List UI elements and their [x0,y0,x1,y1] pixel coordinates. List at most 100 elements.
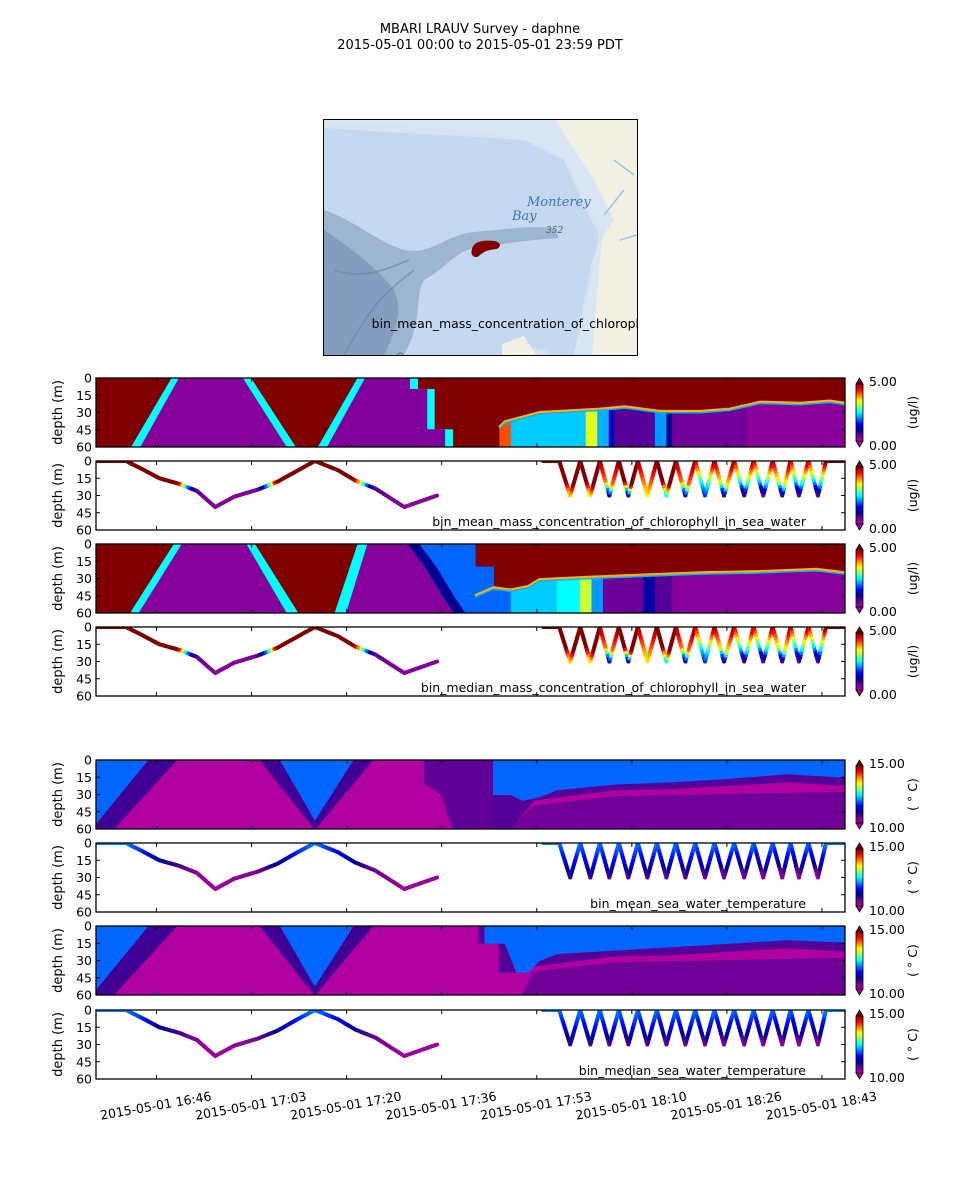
plot-area [96,760,845,829]
y-tick-label: 15 [76,554,92,569]
heatmap-region [279,760,354,821]
colorbar-min-label: 10.00 [869,1070,905,1085]
y-tick-label: 15 [76,388,92,403]
colorbar-min-label: 10.00 [869,820,905,835]
y-tick-label: 0 [84,371,92,386]
plot-area [96,378,845,447]
colorbar-min-label: 0.00 [869,604,897,619]
map-depth-label: 352 [546,226,563,236]
track-background [96,627,845,696]
y-tick-label: 0 [84,620,92,635]
heatmap-region [346,544,454,613]
plot-area [96,926,845,995]
colorbar-gradient-bar [855,383,864,442]
canyon-deep [324,230,399,355]
track-background [96,843,845,912]
track-segment [432,659,440,665]
colorbar-min-label: 0.00 [869,521,897,536]
colorbar-min-label: 10.00 [869,903,905,918]
colorbar: 15.00 10.00( ° C) [855,839,920,918]
panel-label: bin_median_sea_water_temperature [579,1063,807,1078]
y-tick-label: 30 [76,488,92,503]
map-label-bay: Bay [511,209,537,224]
heatmap-strip [579,569,593,613]
y-tick-label: 15 [76,1020,92,1035]
y-tick-label: 60 [76,1072,92,1087]
y-tick-label: 45 [76,588,92,603]
track-background [96,461,845,530]
colorbar-gradient-bar [855,931,864,990]
y-tick-label: 0 [84,919,92,934]
colorbar-max-label: 15.00 [869,1006,905,1021]
y-tick-label: 45 [76,671,92,686]
y-tick-label: 15 [76,637,92,652]
panel-2-track-chl: bin_mean_mass_concentration_of_chlorophy… [51,454,920,538]
y-tick-label: 45 [76,804,92,819]
colorbar-extend-min [855,822,864,830]
y-tick-label: 0 [84,836,92,851]
colorbar-gradient-bar [855,765,864,824]
layer-boundary-edge [474,567,845,598]
y-tick-label: 45 [76,505,92,520]
colorbar-extend-max [855,377,864,385]
colorbar-unit-label: (ug/l) [905,396,920,429]
figure-title: MBARI LRAUV Survey - daphne [379,22,581,37]
heatmap-region [510,791,845,829]
y-tick-label: 30 [76,953,92,968]
survey-map: Monterey Bay 352 Ca bin_mean_mass_concen… [323,119,638,356]
colorbar-extend-min [855,606,864,614]
colorbar-max-label: 15.00 [869,839,905,854]
y-axis-label: depth (m) [51,928,66,993]
land-south [502,336,536,355]
y-tick-label: 30 [76,654,92,669]
track-background [96,1010,845,1079]
track-segment [432,493,440,499]
map-image: Monterey Bay 352 Ca [324,120,637,355]
colorbar-min-label: 0.00 [869,438,897,453]
colorbar-gradient-bar [855,549,864,608]
panel-label: bin_median_mass_concentration_of_chlorop… [421,680,807,695]
heatmap-region [484,926,845,973]
y-tick-label: 60 [76,523,92,538]
plot-area [96,461,845,530]
colorbar-extend-max [855,1009,864,1017]
colorbar-extend-min [855,905,864,913]
land [556,120,637,355]
plot-area [96,544,845,613]
colorbar-extend-max [855,925,864,933]
heatmap-strip [672,569,845,613]
plot-area [96,843,845,912]
heatmap-region [327,378,446,447]
panel-8-track-temp: bin_median_sea_water_temperature 0 15 30 45 6… [51,1003,920,1087]
panel-3-heatmap-chl: 0 15 30 45 60 depth (m) 5.00 0.00 (ug/l) [51,537,920,621]
colorbar: 5.00 0.00 (ug/l) [855,457,920,536]
y-tick-label: 60 [76,606,92,621]
colorbar-gradient-bar [855,632,864,691]
colorbar-min-label: 0.00 [869,687,897,702]
colorbar-unit-label: (ug/l) [905,645,920,678]
panel-5-heatmap-temp: 0 15 30 45 60 depth (m) 15.00 10.00( ° C) [51,753,920,837]
colorbar: 5.00 0.00 (ug/l) [855,374,920,453]
colorbar-max-label: 5.00 [869,540,897,555]
y-tick-label: 0 [84,1003,92,1018]
colorbar-extend-max [855,460,864,468]
colorbar-unit-label: (ug/l) [905,479,920,512]
colorbar-max-label: 5.00 [869,374,897,389]
lower-layer [475,569,845,613]
heatmap-region [96,926,149,991]
track-segment [432,1042,440,1048]
figure-subtitle: 2015-05-01 00:00 to 2015-05-01 23:59 PDT [337,38,623,53]
colorbar-min-label: 10.00 [869,986,905,1001]
colorbar-unit-label: ( ° C) [905,778,920,811]
heatmap-strip [591,569,604,613]
colorbar: 5.00 0.00 (ug/l) [855,623,920,702]
colorbar-unit-label: ( ° C) [905,944,920,977]
y-axis-label: depth (m) [51,546,66,611]
y-axis-label: depth (m) [51,629,66,694]
panel-7-heatmap-temp: 0 15 30 45 60 depth (m) 15.00 10.00( ° C) [51,919,920,1003]
colorbar-gradient-bar [855,848,864,907]
y-tick-label: 15 [76,853,92,868]
panel-6-track-temp: bin_mean_sea_water_temperature 0 15 30 45 60 d… [51,836,920,920]
colorbar-extend-max [855,543,864,551]
heatmap-region [96,760,149,825]
